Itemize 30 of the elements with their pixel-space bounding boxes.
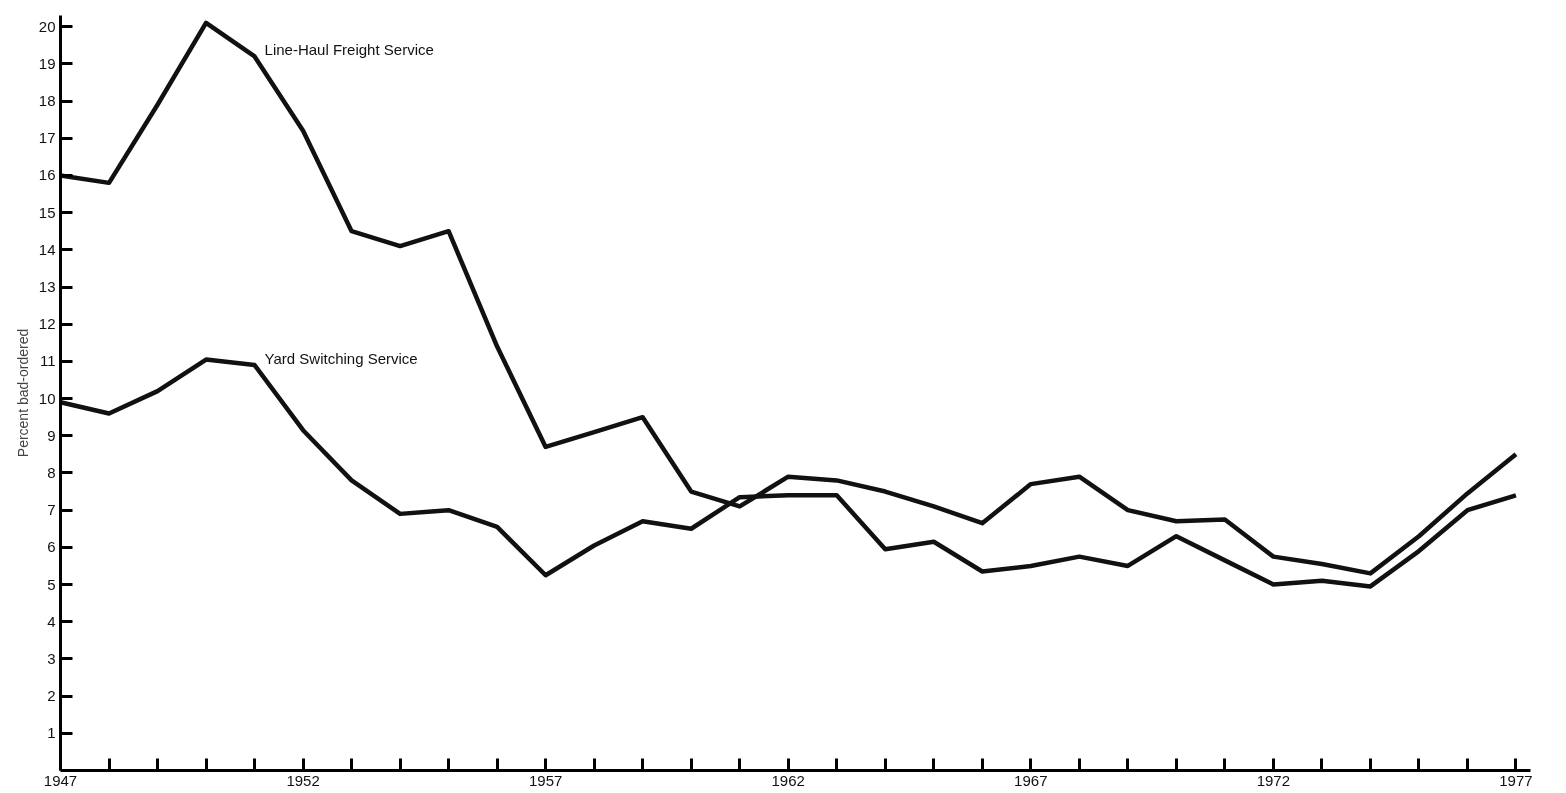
series-label: Line-Haul Freight Service xyxy=(264,41,434,59)
x-tick-label: 1957 xyxy=(528,771,563,789)
y-tick-label: 13 xyxy=(38,278,56,295)
y-tick-label: 7 xyxy=(47,501,56,519)
x-tick-label: 1952 xyxy=(286,771,320,789)
y-tick-label: 20 xyxy=(38,17,56,35)
x-tick-label: 1972 xyxy=(1256,771,1291,789)
y-tick-label: 2 xyxy=(47,687,56,705)
y-tick-label: 17 xyxy=(38,129,56,147)
y-axis-title: Percent bad-ordered xyxy=(14,328,31,458)
y-tick-label: 8 xyxy=(47,463,56,481)
y-tick-label: 18 xyxy=(38,92,56,110)
x-tick-label: 1977 xyxy=(1499,771,1533,789)
x-tick-label: 1947 xyxy=(43,771,78,789)
y-tick-label: 15 xyxy=(38,203,56,221)
y-tick-label: 11 xyxy=(39,352,56,370)
y-tick-label: 16 xyxy=(38,166,56,184)
y-tick-label: 9 xyxy=(47,426,56,444)
y-tick-label: 10 xyxy=(38,389,56,407)
x-tick-label: 1967 xyxy=(1014,771,1048,789)
y-tick-label: 6 xyxy=(47,538,56,556)
x-tick-label: 1962 xyxy=(771,771,805,789)
y-tick-label: 5 xyxy=(47,575,56,593)
y-tick-label: 1 xyxy=(47,724,56,742)
y-tick-label: 19 xyxy=(38,54,56,72)
series-label: Yard Switching Service xyxy=(264,350,418,368)
y-tick-label: 14 xyxy=(38,240,56,258)
y-tick-label: 4 xyxy=(47,612,56,630)
y-tick-label: 3 xyxy=(47,649,56,667)
y-tick-label: 12 xyxy=(38,315,56,333)
